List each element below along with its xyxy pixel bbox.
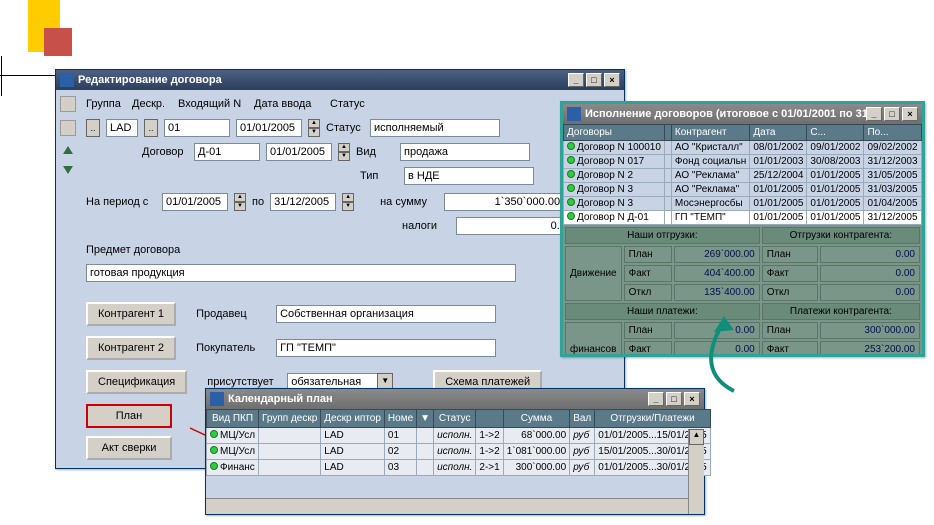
label-buyer: Покупатель bbox=[196, 342, 256, 354]
toolbar-icon-1[interactable] bbox=[60, 96, 76, 112]
datein-input[interactable] bbox=[236, 119, 302, 137]
plan-title-bar[interactable]: Календарный план _ □ × bbox=[206, 389, 704, 409]
group-input[interactable] bbox=[106, 119, 138, 137]
to-spinner[interactable]: ▲▼ bbox=[342, 193, 354, 211]
table-row[interactable]: ФинансLAD03исполн.2->1300`000.00руб01/01… bbox=[207, 460, 711, 476]
label-seller: Продавец bbox=[196, 308, 256, 320]
table-row[interactable]: Договор N 3АО "Реклама"01/01/200501/01/2… bbox=[564, 183, 923, 197]
label-status: Статус bbox=[330, 98, 370, 110]
date2-spinner[interactable]: ▲▼ bbox=[338, 143, 350, 161]
label-descr: Дескр. bbox=[132, 98, 172, 110]
label-group: Группа bbox=[86, 98, 126, 110]
label-sum: на сумму bbox=[380, 196, 438, 208]
group-lookup-btn[interactable]: .. bbox=[86, 119, 100, 137]
table-row[interactable]: МЦ/УслLAD02исполн.1->21`081`000.00руб15/… bbox=[207, 444, 711, 460]
table-row[interactable]: Договор N 100010АО "Кристалл"08/01/20020… bbox=[564, 141, 923, 155]
group-lookup2-btn[interactable]: .. bbox=[144, 119, 158, 137]
incoming-input[interactable] bbox=[164, 119, 230, 137]
calendar-plan-window: Календарный план _ □ × Вид ПКПГрупп деск… bbox=[205, 388, 705, 515]
close-button[interactable]: × bbox=[902, 107, 918, 121]
plan-title: Календарный план bbox=[228, 393, 648, 405]
table-row[interactable]: Договор N 2АО "Реклама"25/12/200401/01/2… bbox=[564, 169, 923, 183]
label-tax: налоги bbox=[402, 220, 450, 232]
label-to: по bbox=[252, 196, 264, 208]
buyer-input[interactable] bbox=[276, 339, 496, 357]
table-row[interactable]: Договор N Д-01ГП "ТЕМП"01/01/200501/01/2… bbox=[564, 211, 923, 225]
close-button[interactable]: × bbox=[604, 73, 620, 87]
from-spinner[interactable]: ▲▼ bbox=[234, 193, 246, 211]
plan-button[interactable]: План bbox=[86, 404, 172, 428]
app-icon bbox=[567, 107, 581, 121]
exec-title-bar[interactable]: Исполнение договоров (итоговое с 01/01/2… bbox=[563, 104, 922, 124]
label-kind: Вид bbox=[356, 146, 394, 158]
counterparty2-button[interactable]: Контрагент 2 bbox=[86, 336, 176, 360]
nav-up-icon[interactable] bbox=[63, 146, 73, 154]
app-icon bbox=[210, 392, 224, 406]
label-type: Тип bbox=[360, 170, 398, 182]
specification-button[interactable]: Спецификация bbox=[86, 370, 187, 394]
table-row[interactable]: МЦ/УслLAD01исполн.1->268`000.00руб01/01/… bbox=[207, 428, 711, 444]
date-spinner[interactable]: ▲▼ bbox=[308, 119, 320, 137]
sum-input[interactable] bbox=[444, 193, 564, 211]
type-input[interactable] bbox=[404, 167, 534, 185]
label-period: На период с bbox=[86, 196, 156, 208]
decor-vline bbox=[1, 56, 2, 96]
label-subject: Предмет договора bbox=[86, 244, 180, 256]
table-header-row: Договоры КонтрагентДата С...По... Вид bbox=[564, 125, 923, 141]
label-contract: Договор bbox=[142, 146, 188, 158]
status-input[interactable] bbox=[370, 119, 500, 137]
minimize-button[interactable]: _ bbox=[866, 107, 882, 121]
kind-input[interactable] bbox=[400, 143, 530, 161]
curved-arrow-icon bbox=[684, 316, 764, 396]
close-button[interactable]: × bbox=[684, 392, 700, 406]
label-present: присутствует bbox=[207, 376, 267, 388]
app-icon bbox=[60, 73, 74, 87]
maximize-button[interactable]: □ bbox=[586, 73, 602, 87]
title-bar[interactable]: Редактирование договора _ □ × bbox=[56, 70, 624, 90]
period-from-input[interactable] bbox=[162, 193, 228, 211]
maximize-button[interactable]: □ bbox=[666, 392, 682, 406]
date2-input[interactable] bbox=[266, 143, 332, 161]
reconciliation-button[interactable]: Акт сверки bbox=[86, 436, 172, 460]
nav-down-icon[interactable] bbox=[63, 166, 73, 174]
table-header-row: Вид ПКПГрупп дескр Дескр ипторНоме ▼Стат… bbox=[207, 410, 711, 428]
label-incoming: Входящий N bbox=[178, 98, 248, 110]
exec-table[interactable]: Договоры КонтрагентДата С...По... Вид До… bbox=[563, 124, 922, 225]
label-datein: Дата ввода bbox=[254, 98, 324, 110]
period-to-input[interactable] bbox=[270, 193, 336, 211]
toolbar-icon-2[interactable] bbox=[60, 120, 76, 136]
minimize-button[interactable]: _ bbox=[568, 73, 584, 87]
table-row[interactable]: Договор N 017Фонд социальн01/01/200330/0… bbox=[564, 155, 923, 169]
decor-hline bbox=[0, 75, 55, 76]
scrollbar-vertical[interactable]: ▲ bbox=[688, 429, 704, 514]
minimize-button[interactable]: _ bbox=[648, 392, 664, 406]
scrollbar-horizontal[interactable] bbox=[206, 498, 688, 514]
contract-input[interactable] bbox=[194, 143, 260, 161]
maximize-button[interactable]: □ bbox=[884, 107, 900, 121]
counterparty1-button[interactable]: Контрагент 1 bbox=[86, 302, 176, 326]
seller-input[interactable] bbox=[276, 305, 496, 323]
table-row[interactable]: Договор N 3Мосэнергосбы01/01/200501/01/2… bbox=[564, 197, 923, 211]
plan-table[interactable]: Вид ПКПГрупп дескр Дескр ипторНоме ▼Стат… bbox=[206, 409, 711, 476]
label-status2: Статус bbox=[326, 122, 364, 134]
subject-input[interactable] bbox=[86, 264, 516, 282]
exec-title: Исполнение договоров (итоговое с 01/01/2… bbox=[585, 108, 866, 120]
decor-red bbox=[44, 28, 72, 56]
tax-input[interactable] bbox=[456, 217, 576, 235]
window-title: Редактирование договора bbox=[78, 74, 568, 86]
